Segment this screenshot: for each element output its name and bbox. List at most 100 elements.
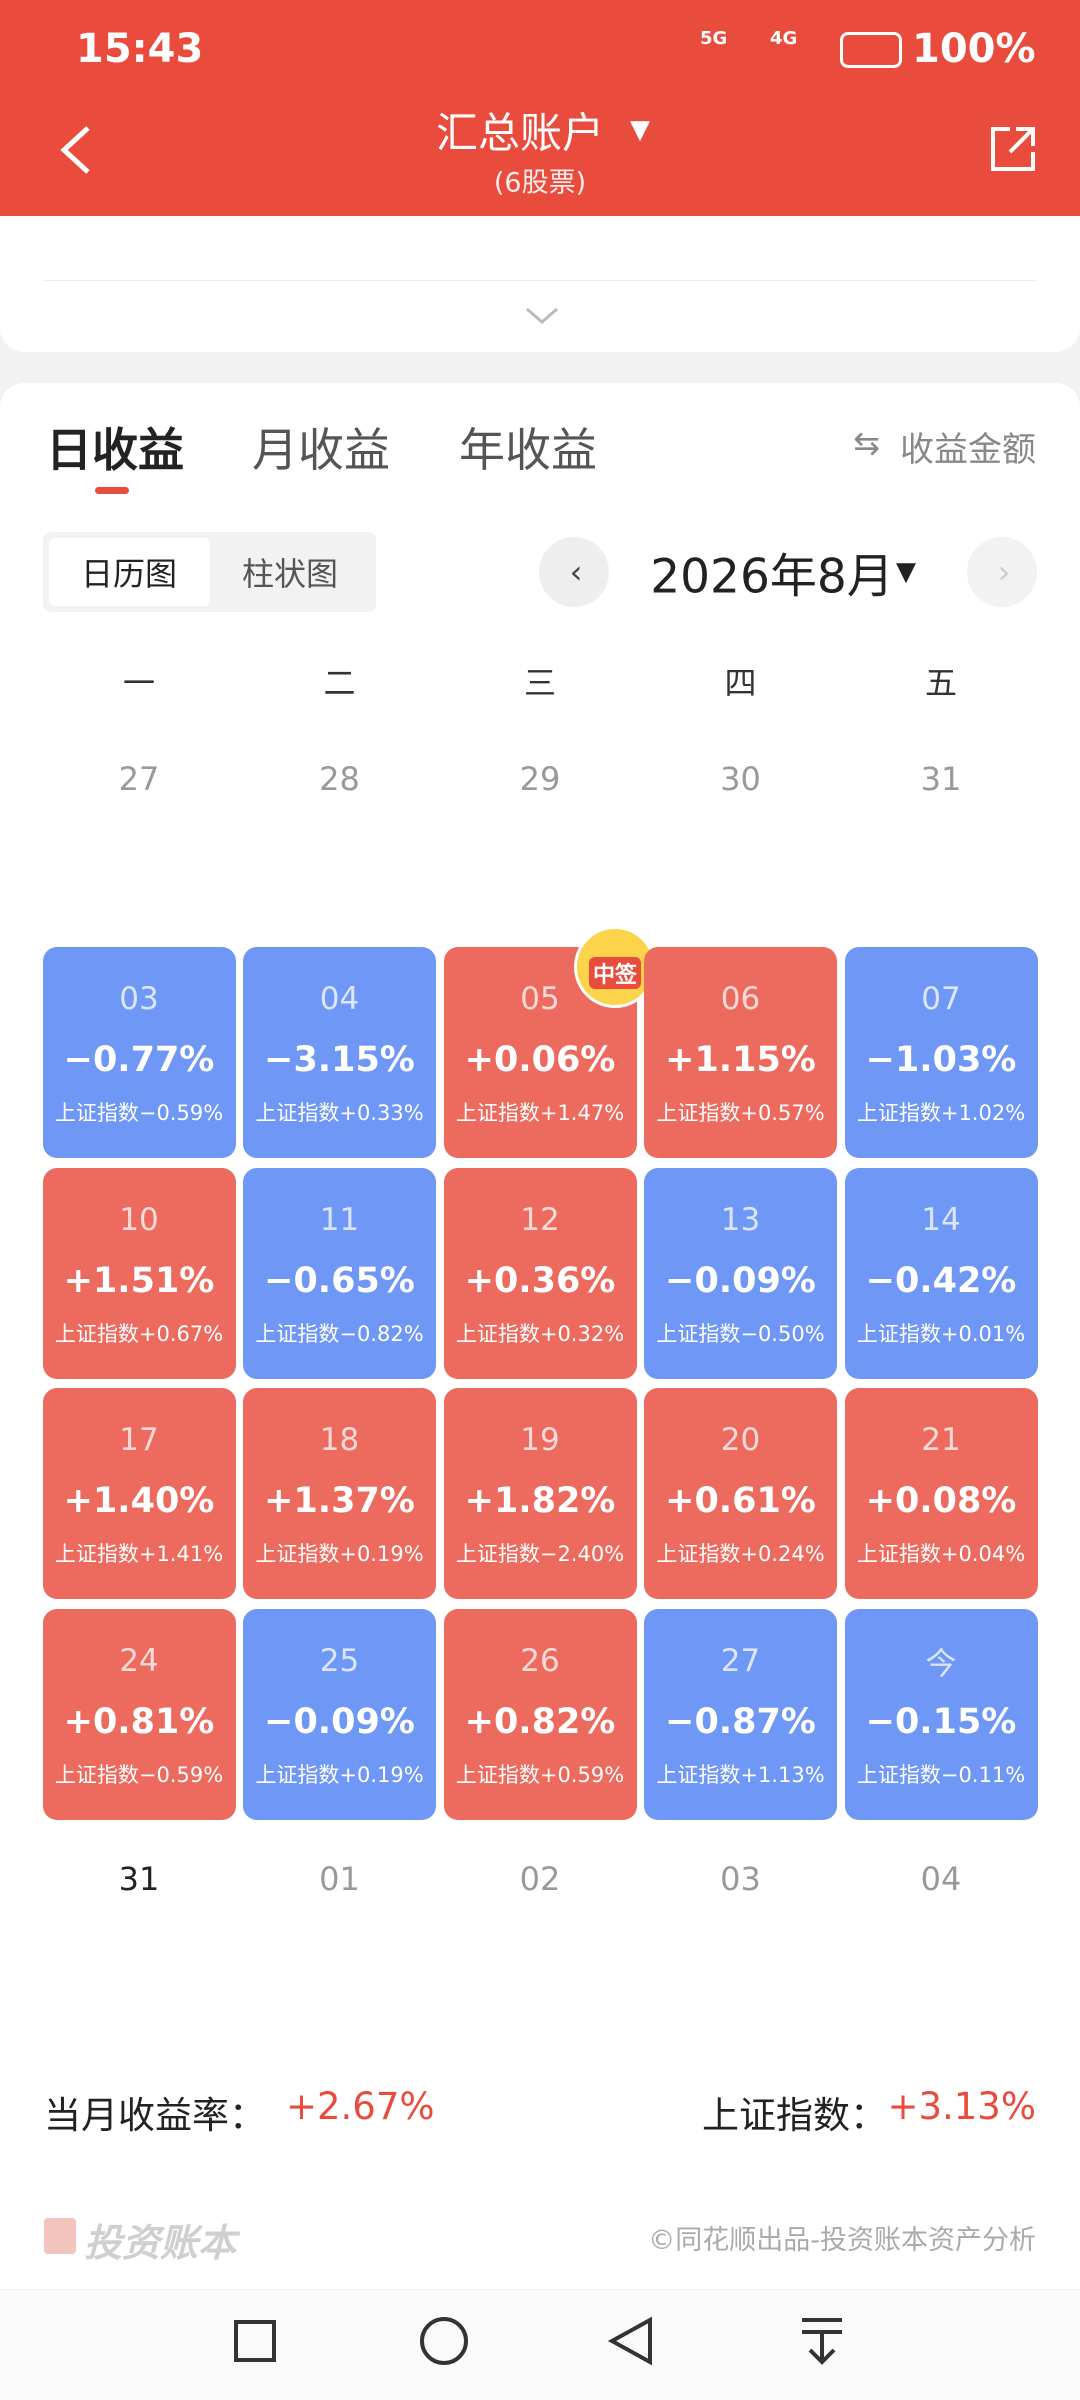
brand-icon bbox=[44, 2218, 76, 2254]
day-cell[interactable]: 27 −0.87% 上证指数+1.13% bbox=[644, 1608, 837, 1820]
nav-icons[interactable] bbox=[0, 2290, 1080, 2400]
month-arrow[interactable]: ▼ bbox=[896, 557, 916, 587]
day-index: 上证指数−0.82% bbox=[255, 1321, 424, 1346]
day-date: 27 bbox=[720, 1642, 761, 1679]
day-change: +0.82% bbox=[464, 1701, 616, 1742]
day-cell[interactable]: 18 +1.37% 上证指数+0.19% bbox=[243, 1388, 436, 1599]
summary-card bbox=[0, 216, 1080, 352]
time: 15:43 bbox=[76, 26, 204, 72]
day-cell[interactable]: 10 +1.51% 上证指数+0.67% bbox=[42, 1167, 236, 1379]
day-change: +1.15% bbox=[665, 1040, 816, 1080]
day-change: +0.81% bbox=[63, 1701, 215, 1742]
day-index: 上证指数+1.02% bbox=[856, 1101, 1026, 1125]
prev-month[interactable] bbox=[539, 537, 609, 607]
prev-day: 30 bbox=[720, 760, 761, 798]
day-date: 20 bbox=[720, 1422, 761, 1458]
weekday: 一 bbox=[122, 664, 156, 702]
day-change: −0.77% bbox=[63, 1040, 215, 1080]
day-date: 24 bbox=[119, 1642, 159, 1679]
next-month[interactable] bbox=[967, 537, 1037, 607]
day-date: 10 bbox=[119, 1201, 159, 1238]
day-date: 19 bbox=[520, 1422, 560, 1458]
prev-day: 31 bbox=[920, 760, 962, 798]
day-change: −1.03% bbox=[865, 1040, 1017, 1080]
day-change: −0.09% bbox=[665, 1260, 816, 1301]
day-cell[interactable]: 21 +0.08% 上证指数+0.04% bbox=[844, 1388, 1038, 1599]
weekday: 五 bbox=[924, 664, 958, 702]
day-date: 11 bbox=[319, 1201, 360, 1238]
day-cell[interactable]: 11 −0.65% 上证指数−0.82% bbox=[243, 1167, 436, 1379]
day-index: 上证指数−0.59% bbox=[54, 1762, 224, 1787]
tab[interactable]: 月收益 bbox=[252, 423, 390, 477]
next-day: 31 bbox=[118, 1860, 160, 1898]
day-cell[interactable]: 25 −0.09% 上证指数+0.19% bbox=[243, 1608, 436, 1820]
day-change: +0.36% bbox=[464, 1260, 616, 1301]
day-index: 上证指数+0.24% bbox=[656, 1542, 825, 1566]
dropdown-arrow[interactable]: ▼ bbox=[630, 115, 650, 145]
day-cell[interactable]: 04 −3.15% 上证指数+0.33% bbox=[243, 947, 436, 1158]
day-date: 17 bbox=[119, 1422, 159, 1458]
view-option[interactable]: 日历图 bbox=[80, 555, 178, 593]
day-date: 18 bbox=[319, 1422, 360, 1458]
day-cell[interactable]: 03 −0.77% 上证指数−0.59% bbox=[42, 947, 236, 1158]
day-cell[interactable]: 14 −0.42% 上证指数+0.01% bbox=[844, 1167, 1038, 1379]
day-index: 上证指数+1.41% bbox=[54, 1542, 224, 1566]
day-index: 上证指数+0.01% bbox=[856, 1321, 1026, 1346]
day-index: 上证指数+0.59% bbox=[455, 1762, 625, 1787]
day-date: 13 bbox=[720, 1201, 761, 1238]
weekday: 二 bbox=[323, 664, 356, 702]
prev-day: 28 bbox=[319, 760, 360, 798]
day-cell[interactable]: 20 +0.61% 上证指数+0.24% bbox=[644, 1388, 837, 1599]
toggle-active bbox=[49, 538, 210, 606]
nav-bar bbox=[0, 2290, 1080, 2400]
day-date: 06 bbox=[720, 981, 761, 1017]
day-cell[interactable]: 26 +0.82% 上证指数+0.59% bbox=[443, 1608, 637, 1820]
view-option[interactable]: 柱状图 bbox=[241, 555, 339, 593]
weekday: 三 bbox=[523, 664, 557, 702]
day-change: −0.42% bbox=[865, 1260, 1017, 1301]
day-index: 上证指数+0.33% bbox=[255, 1101, 424, 1125]
divider bbox=[43, 280, 1037, 281]
prev-icon: ‹ bbox=[569, 553, 583, 591]
day-cell[interactable]: 12 +0.36% 上证指数+0.32% bbox=[443, 1167, 637, 1379]
day-index: 上证指数−2.40% bbox=[455, 1542, 625, 1566]
day-index: 上证指数−0.50% bbox=[656, 1321, 825, 1346]
back-button[interactable] bbox=[56, 124, 96, 176]
expand-icon[interactable] bbox=[525, 306, 559, 326]
brand: 投资账本 bbox=[84, 2221, 237, 2265]
day-change: −0.09% bbox=[264, 1701, 415, 1742]
day-cell[interactable]: 17 +1.40% 上证指数+1.41% bbox=[42, 1388, 236, 1599]
day-change: −0.15% bbox=[865, 1701, 1017, 1742]
day-date: 12 bbox=[520, 1201, 560, 1238]
day-index: 上证指数−0.11% bbox=[856, 1762, 1026, 1787]
month[interactable]: 2026年8月 bbox=[650, 549, 894, 605]
day-cell[interactable]: 07 −1.03% 上证指数+1.02% bbox=[844, 947, 1038, 1158]
day-index: 上证指数+0.32% bbox=[455, 1321, 625, 1346]
header: 15:43 5G 4G 100% 汇总账户 ▼ (6股票) bbox=[0, 0, 1080, 216]
day-date: 26 bbox=[520, 1642, 560, 1679]
switch-icon[interactable]: ⇆ bbox=[853, 424, 880, 462]
index-return: +3.13% bbox=[887, 2085, 1036, 2128]
day-date: 05 bbox=[520, 981, 560, 1017]
day-cell[interactable]: 13 −0.09% 上证指数−0.50% bbox=[644, 1167, 837, 1379]
next-day: 02 bbox=[519, 1860, 561, 1898]
day-cell[interactable]: 19 +1.82% 上证指数−2.40% bbox=[443, 1388, 637, 1599]
day-cell[interactable]: 06 +1.15% 上证指数+0.57% bbox=[644, 947, 837, 1158]
title[interactable]: 汇总账户 bbox=[435, 108, 605, 158]
tab[interactable]: 年收益 bbox=[459, 423, 597, 477]
month-return-label: 当月收益率： bbox=[44, 2094, 266, 2137]
day-cell[interactable]: 今 −0.15% 上证指数−0.11% bbox=[844, 1608, 1038, 1820]
next-day: 01 bbox=[319, 1860, 360, 1898]
tab[interactable]: 日收益 bbox=[46, 423, 184, 477]
day-date: 04 bbox=[319, 981, 360, 1017]
day-cell[interactable]: 24 +0.81% 上证指数−0.59% bbox=[42, 1608, 236, 1820]
share-button[interactable] bbox=[988, 124, 1038, 174]
day-index: 上证指数−0.59% bbox=[54, 1101, 224, 1125]
amount-switch[interactable]: 收益金额 bbox=[900, 430, 1036, 470]
weekday: 四 bbox=[724, 664, 757, 702]
day-change: +0.61% bbox=[665, 1481, 816, 1521]
day-change: −0.87% bbox=[665, 1701, 816, 1742]
battery: 100% bbox=[912, 26, 1036, 72]
day-change: +0.06% bbox=[464, 1040, 616, 1080]
